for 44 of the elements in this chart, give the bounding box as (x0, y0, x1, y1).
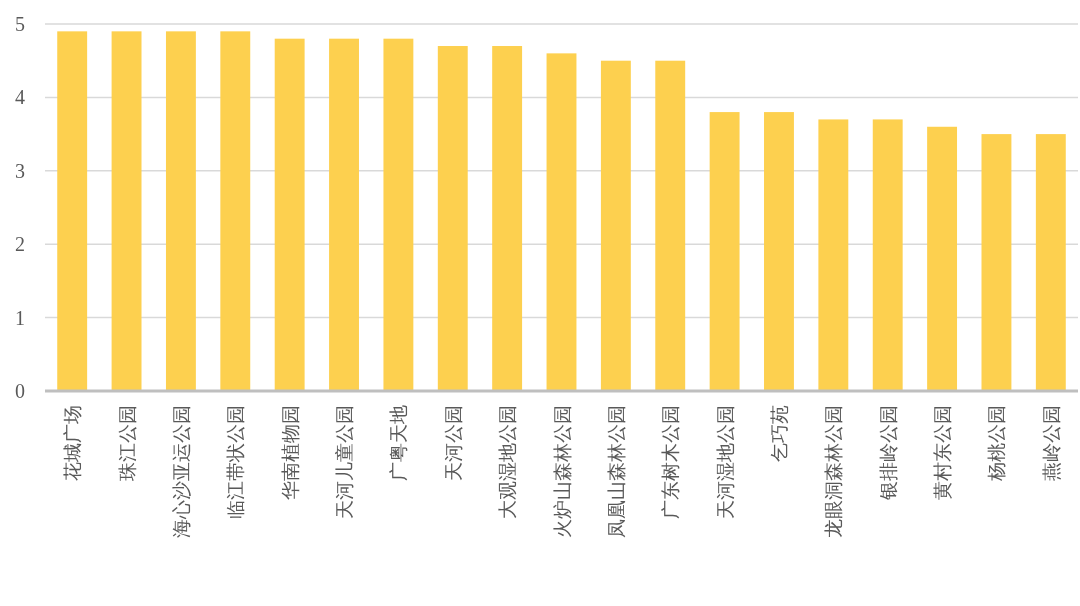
bar (872, 119, 903, 391)
x-tick-label: 广粤天地 (387, 405, 410, 481)
y-tick-label: 5 (15, 13, 25, 35)
bar (709, 112, 740, 391)
bar (492, 46, 523, 391)
x-tick-label: 杨桃公园 (985, 405, 1008, 482)
bar (600, 60, 631, 391)
y-tick-label: 2 (15, 233, 25, 256)
bar (927, 126, 958, 391)
x-tick-label: 天河儿童公园 (333, 405, 356, 519)
y-tick-label: 3 (15, 159, 25, 182)
y-tick-label: 4 (15, 86, 25, 109)
y-tick-label: 0 (15, 380, 25, 402)
x-tick-label: 花城广场 (61, 405, 84, 481)
x-tick-label: 燕岭公园 (1039, 405, 1062, 481)
x-tick-label: 凤凰山森林公园 (604, 405, 627, 538)
bar (764, 112, 794, 391)
x-tick-label: 黄村东公园 (931, 405, 954, 500)
bar (220, 31, 251, 391)
x-tick-label: 银排岭公园 (876, 405, 899, 501)
bar (274, 38, 305, 391)
bar (655, 60, 686, 391)
bar (818, 119, 849, 391)
bar (546, 53, 577, 391)
x-tick-label: 大观湿地公园 (496, 405, 519, 519)
x-tick-label: 海心沙亚运公园 (169, 405, 192, 538)
y-tick-label: 1 (15, 306, 25, 329)
bar (981, 134, 1012, 391)
x-tick-label: 天河湿地公园 (713, 405, 736, 519)
x-tick-label: 广东树木公园 (659, 405, 682, 519)
x-tick-label: 临江带状公园 (224, 405, 247, 519)
x-tick-label: 天河公园 (441, 405, 464, 481)
x-tick-label: 华南植物园 (278, 405, 301, 500)
x-tick-label: 龙眼洞森林公园 (822, 405, 845, 538)
bar (437, 46, 468, 391)
bar (111, 31, 142, 391)
x-tick-label: 珠江公园 (115, 405, 138, 481)
bar (1035, 134, 1066, 391)
bar (329, 38, 359, 391)
x-tick-label: 乞巧苑 (767, 405, 790, 462)
bar (165, 31, 196, 391)
x-tick-label: 火炉山森林公园 (550, 405, 573, 538)
bar (57, 31, 88, 391)
bar (383, 38, 414, 391)
